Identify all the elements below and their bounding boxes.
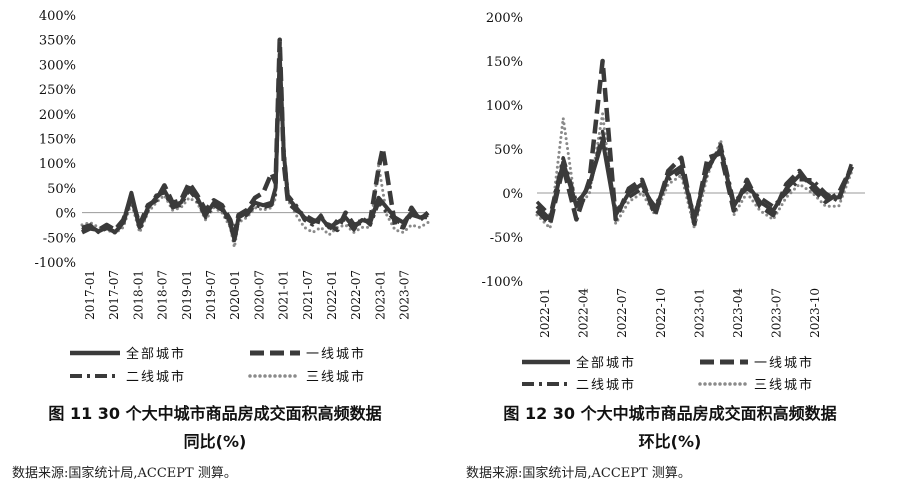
x-tick-label: 2017-07 — [107, 270, 121, 320]
y-tick-label: 0% — [55, 207, 76, 222]
legend-label: 全部城市 — [576, 355, 636, 371]
chart-2: 200% 150% 100% 50% 0% -50% -100% 2022-01 2022-04… — [481, 11, 865, 393]
series-line-dotted — [80, 72, 430, 249]
chart2-caption-line1: 图 12 30 个大中城市商品房成交面积高频数据 — [503, 404, 837, 423]
chart1-caption: 图 11 30 个大中城市商品房成交面积高频数据 同比(%) — [0, 400, 430, 456]
y-tick-label: 0% — [502, 187, 523, 202]
chart-1: 400% 350% 300% 250% 200% 150% 100% 50% 0% -50% -10… — [34, 9, 430, 385]
x-tick-label: 2021-01 — [277, 270, 291, 320]
y-tick-label: -100% — [34, 256, 76, 271]
x-tick-label: 2020-01 — [228, 270, 242, 320]
x-tick-label: 2019-07 — [204, 270, 218, 320]
x-tick-label: 2022-01 — [325, 270, 339, 320]
series-line-longdash — [535, 58, 854, 227]
chart1-caption-line1: 图 11 30 个大中城市商品房成交面积高频数据 — [48, 404, 382, 423]
x-tick-label: 2021-07 — [301, 270, 315, 320]
x-tick-label: 2023-01 — [692, 288, 706, 338]
series-line-solid — [81, 52, 429, 242]
legend-label: 二线城市 — [126, 369, 186, 385]
x-tick-label: 2022-04 — [577, 288, 591, 338]
y-tick-label: -100% — [481, 275, 523, 290]
legend-label: 一线城市 — [306, 346, 366, 362]
x-tick-label: 2023-07 — [398, 270, 412, 320]
legend-label: 三线城市 — [306, 369, 366, 385]
y-tick-label: 150% — [486, 55, 523, 70]
x-tick-label: 2023-10 — [808, 288, 822, 338]
y-tick-label: 50% — [494, 143, 523, 158]
legend-item: 三线城市 — [698, 377, 814, 393]
legend-label: 一线城市 — [754, 355, 814, 371]
y-tick-label: 300% — [39, 58, 76, 73]
x-tick-label: 2022-07 — [349, 270, 363, 320]
chart1-caption-line2: 同比(%) — [183, 432, 247, 451]
legend-label: 全部城市 — [126, 346, 186, 362]
x-tick-label: 2019-01 — [180, 270, 194, 320]
y-tick-label: 250% — [39, 83, 76, 98]
x-tick-label: 2018-01 — [131, 270, 145, 320]
legend-item: 一线城市 — [700, 355, 814, 371]
x-tick-label: 2023-01 — [373, 270, 387, 320]
chart2-source: 数据来源:国家统计局,ACCEPT 测算。 — [466, 466, 691, 481]
y-tick-label: 400% — [39, 9, 76, 24]
y-tick-label: 150% — [39, 133, 76, 148]
y-tick-label: 100% — [486, 99, 523, 114]
y-tick-label: -50% — [43, 231, 76, 246]
legend-item: 全部城市 — [522, 355, 636, 371]
legend-item: 一线城市 — [250, 346, 366, 362]
legend-item: 全部城市 — [70, 346, 186, 362]
legend-label: 二线城市 — [576, 377, 636, 393]
chart1-source: 数据来源:国家统计局,ACCEPT 测算。 — [12, 466, 237, 481]
y-tick-label: 350% — [39, 34, 76, 49]
y-tick-label: 200% — [39, 108, 76, 123]
x-tick-label: 2023-04 — [731, 288, 745, 338]
x-tick-label: 2020-07 — [252, 270, 266, 320]
y-tick-label: 50% — [47, 182, 76, 197]
y-tick-label: -50% — [490, 231, 523, 246]
x-tick-label: 2017-01 — [83, 270, 97, 320]
series-line-longdash — [81, 37, 430, 238]
series-line-dotted — [535, 112, 854, 230]
x-tick-label: 2023-07 — [770, 288, 784, 338]
legend-item: 二线城市 — [522, 377, 636, 393]
legend-label: 三线城市 — [754, 377, 814, 393]
series-line-solid — [535, 138, 854, 222]
x-tick-label: 2022-07 — [615, 288, 629, 338]
y-tick-label: 100% — [39, 157, 76, 172]
x-tick-label: 2022-10 — [654, 288, 668, 338]
legend-item: 二线城市 — [70, 369, 186, 385]
y-tick-label: 200% — [486, 11, 523, 26]
legend-item: 三线城市 — [248, 369, 366, 385]
chart2-caption: 图 12 30 个大中城市商品房成交面积高频数据 环比(%) — [455, 400, 885, 456]
x-tick-label: 2022-01 — [538, 288, 552, 338]
chart2-caption-line2: 环比(%) — [638, 432, 702, 451]
x-tick-label: 2018-07 — [156, 270, 170, 320]
